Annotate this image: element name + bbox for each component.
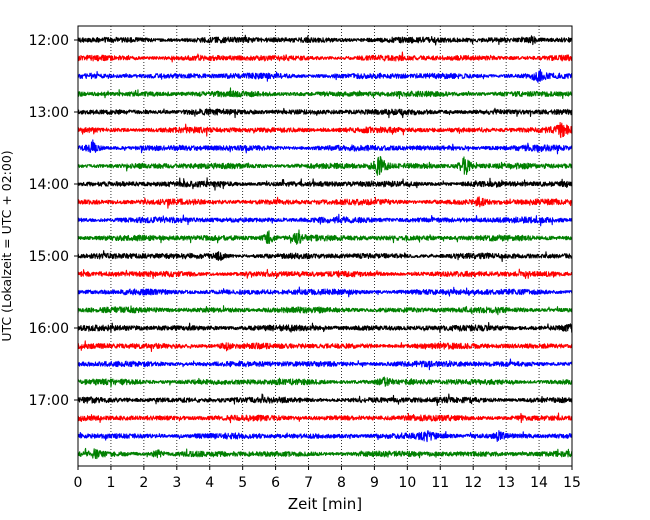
x-tick-label-11: 11 [431, 475, 449, 491]
trace-4 [77, 107, 573, 119]
trace-6 [77, 139, 573, 155]
x-tick-label-3: 3 [172, 475, 181, 491]
trace-12 [77, 250, 573, 263]
trace-17 [77, 340, 573, 353]
y-tick-label-4: 16:00 [29, 321, 69, 337]
trace-11 [77, 229, 573, 245]
trace-14 [77, 286, 573, 298]
trace-18 [77, 358, 573, 371]
x-tick-label-9: 9 [370, 475, 379, 491]
x-tick-label-8: 8 [337, 475, 346, 491]
y-tick-label-3: 15:00 [29, 249, 69, 265]
trace-7 [77, 156, 573, 176]
trace-15 [77, 305, 573, 316]
x-axis-label: Zeit [min] [288, 495, 362, 513]
x-tick-label-1: 1 [106, 475, 115, 491]
y-axis-ticks: 12:00 13:00 14:00 15:00 16:00 17:00 [29, 33, 78, 409]
trace-10 [77, 213, 573, 227]
trace-3 [77, 87, 573, 100]
y-tick-label-2: 14:00 [29, 177, 69, 193]
x-tick-label-2: 2 [139, 475, 148, 491]
trace-1 [77, 51, 573, 63]
x-tick-label-14: 14 [530, 475, 548, 491]
y-tick-label-1: 13:00 [29, 105, 69, 121]
x-tick-label-13: 13 [497, 475, 515, 491]
trace-9 [77, 196, 573, 209]
trace-21 [77, 412, 573, 424]
trace-group [77, 34, 573, 460]
x-axis-ticks: 0 1 2 3 4 5 6 7 8 9 10 11 12 13 14 15 [74, 466, 581, 491]
x-tick-label-0: 0 [74, 475, 83, 491]
grid-lines [110, 26, 540, 466]
y-tick-label-0: 12:00 [29, 33, 69, 49]
x-tick-label-4: 4 [205, 475, 214, 491]
trace-0 [77, 34, 573, 46]
x-tick-label-5: 5 [238, 475, 247, 491]
plot-frame [77, 25, 573, 467]
x-tick-label-6: 6 [271, 475, 280, 491]
y-axis-label: UTC (Lokalzeit = UTC + 02:00) [0, 150, 14, 341]
trace-20 [77, 393, 573, 406]
trace-8 [77, 177, 573, 191]
trace-13 [77, 268, 573, 280]
trace-2 [77, 68, 573, 83]
x-tick-label-7: 7 [304, 475, 313, 491]
x-tick-label-10: 10 [398, 475, 416, 491]
trace-5 [77, 121, 573, 139]
x-tick-label-12: 12 [464, 475, 482, 491]
trace-23 [77, 447, 573, 460]
x-tick-label-15: 15 [563, 475, 581, 491]
trace-19 [77, 376, 573, 388]
y-tick-label-5: 17:00 [29, 393, 69, 409]
trace-22 [77, 430, 573, 443]
trace-16 [77, 321, 573, 334]
